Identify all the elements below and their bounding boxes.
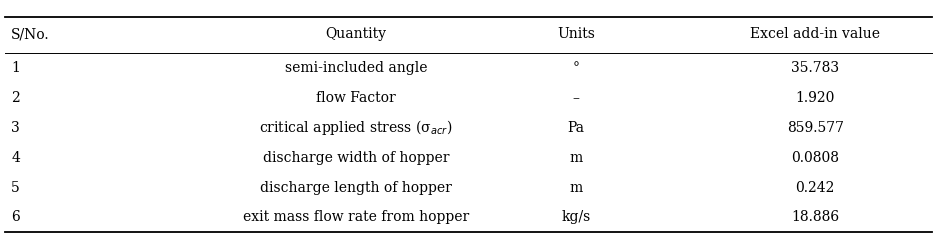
Text: semi-included angle: semi-included angle (285, 61, 427, 75)
Text: 4: 4 (11, 151, 20, 165)
Text: exit mass flow rate from hopper: exit mass flow rate from hopper (242, 210, 469, 224)
Text: –: – (572, 91, 579, 105)
Text: Quantity: Quantity (325, 27, 387, 41)
Text: 5: 5 (11, 181, 20, 195)
Text: °: ° (572, 61, 579, 75)
Text: 1: 1 (11, 61, 20, 75)
Text: S/No.: S/No. (11, 27, 50, 41)
Text: 3: 3 (11, 121, 20, 135)
Text: m: m (569, 181, 582, 195)
Text: critical applied stress ($\mathregular{\sigma}_{acr}$): critical applied stress ($\mathregular{\… (259, 118, 452, 137)
Text: 18.886: 18.886 (790, 210, 839, 224)
Text: 35.783: 35.783 (790, 61, 839, 75)
Text: 6: 6 (11, 210, 20, 224)
Text: Units: Units (557, 27, 594, 41)
Text: 0.0808: 0.0808 (790, 151, 839, 165)
Text: kg/s: kg/s (561, 210, 591, 224)
Text: Excel add-in value: Excel add-in value (750, 27, 879, 41)
Text: m: m (569, 151, 582, 165)
Text: 1.920: 1.920 (795, 91, 834, 105)
Text: 0.242: 0.242 (795, 181, 834, 195)
Text: discharge length of hopper: discharge length of hopper (260, 181, 451, 195)
Text: Pa: Pa (567, 121, 584, 135)
Text: discharge width of hopper: discharge width of hopper (262, 151, 449, 165)
Text: 859.577: 859.577 (786, 121, 842, 135)
Text: flow Factor: flow Factor (315, 91, 396, 105)
Text: 2: 2 (11, 91, 20, 105)
